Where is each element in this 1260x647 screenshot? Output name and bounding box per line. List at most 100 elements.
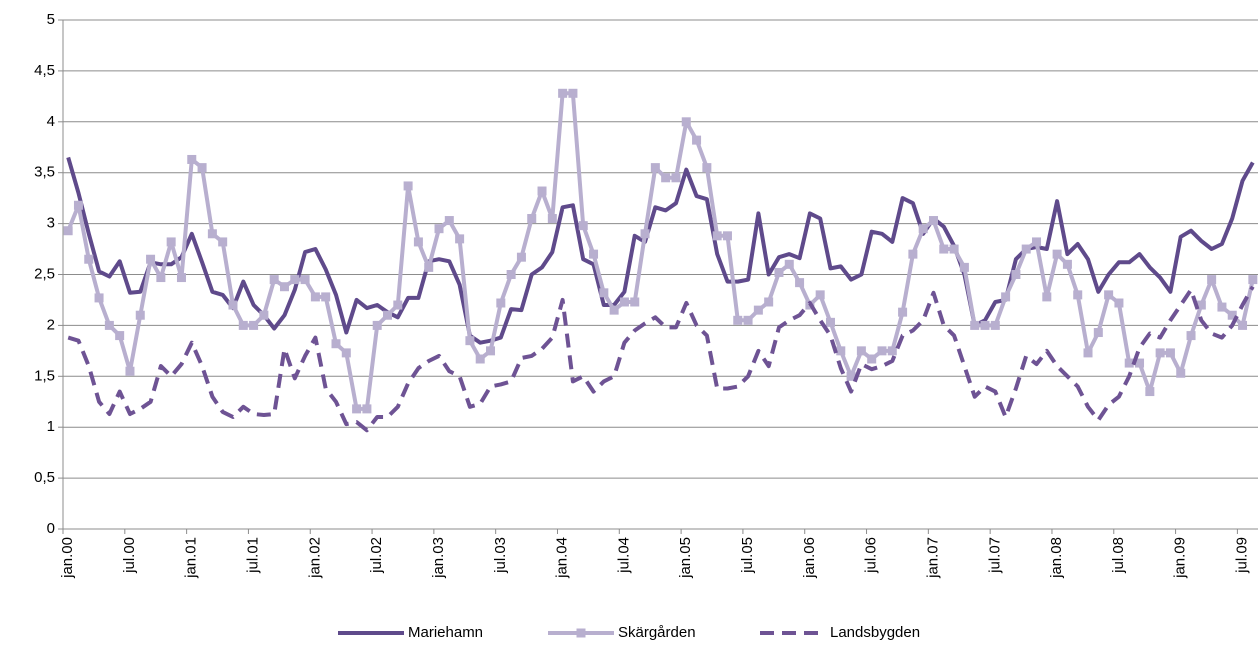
y-tick-label: 4,5: [34, 62, 55, 79]
y-tick-label: 2,5: [34, 265, 55, 282]
point-marker: [125, 366, 135, 376]
point-marker: [94, 293, 104, 303]
point-marker: [1124, 358, 1134, 368]
point-marker: [413, 237, 423, 247]
point-marker: [1093, 328, 1103, 338]
x-tick-label: jan.06: [801, 537, 818, 579]
point-marker: [846, 371, 856, 381]
x-tick-label: jul.07: [986, 537, 1003, 574]
point-marker: [1207, 275, 1217, 285]
point-marker: [795, 278, 805, 288]
point-marker: [589, 249, 599, 259]
point-marker: [73, 200, 83, 210]
point-marker: [928, 216, 938, 226]
point-marker: [104, 320, 114, 330]
x-tick-label: jan.08: [1048, 537, 1065, 579]
point-marker: [1176, 368, 1186, 378]
y-tick-label: 1: [47, 418, 55, 435]
x-tick-label: jul.06: [863, 537, 880, 574]
point-marker: [187, 154, 197, 164]
x-tick-label: jul.04: [615, 537, 632, 574]
x-tick-label: jan.05: [677, 537, 694, 579]
point-marker: [1114, 298, 1124, 308]
point-marker: [1042, 292, 1052, 302]
x-tick-label: jan.00: [59, 537, 76, 579]
point-marker: [197, 163, 207, 173]
y-tick-label: 5: [47, 11, 55, 28]
point-marker: [372, 320, 382, 330]
point-marker: [486, 346, 496, 356]
x-tick-label: jul.01: [245, 537, 262, 574]
y-tick-label: 2: [47, 316, 55, 333]
point-marker: [249, 320, 259, 330]
point-marker: [702, 163, 712, 173]
point-marker: [867, 354, 877, 364]
point-marker: [722, 231, 732, 241]
point-marker: [918, 224, 928, 234]
point-marker: [650, 163, 660, 173]
legend-label: Landsbygden: [830, 624, 920, 641]
point-marker: [1186, 331, 1196, 341]
point-marker: [898, 307, 908, 317]
point-marker: [1073, 290, 1083, 300]
point-marker: [444, 216, 454, 226]
point-marker: [1238, 320, 1248, 330]
y-tick-label: 0,5: [34, 469, 55, 486]
point-marker: [1052, 249, 1062, 259]
point-marker: [259, 310, 269, 320]
x-tick-label: jul.05: [739, 537, 756, 574]
point-marker: [1135, 358, 1145, 368]
point-marker: [269, 275, 279, 285]
point-marker: [619, 297, 629, 307]
point-marker: [1196, 300, 1206, 310]
point-marker: [1145, 387, 1155, 397]
point-marker: [661, 173, 671, 183]
point-marker: [228, 300, 238, 310]
point-marker: [939, 244, 949, 254]
x-tick-label: jan.02: [306, 537, 323, 579]
point-marker: [970, 320, 980, 330]
point-marker: [115, 331, 125, 341]
point-marker: [290, 275, 300, 285]
point-marker: [331, 339, 341, 349]
y-tick-label: 1,5: [34, 367, 55, 384]
point-marker: [475, 354, 485, 364]
point-marker: [640, 229, 650, 239]
y-tick-label: 3: [47, 215, 55, 232]
point-marker: [537, 186, 547, 196]
point-marker: [630, 297, 640, 307]
point-marker: [856, 346, 866, 356]
y-tick-label: 0: [47, 520, 55, 537]
x-tick-label: jan.01: [183, 537, 200, 579]
point-marker: [300, 275, 310, 285]
point-marker: [1248, 275, 1258, 285]
point-marker: [558, 88, 568, 98]
y-tick-label: 4: [47, 113, 55, 130]
point-marker: [1104, 290, 1114, 300]
legend-marker: [576, 628, 586, 638]
point-marker: [341, 348, 351, 358]
point-marker: [1083, 348, 1093, 358]
point-marker: [784, 259, 794, 269]
point-marker: [455, 234, 465, 244]
legend-label: Skärgården: [618, 624, 696, 641]
point-marker: [362, 404, 372, 414]
point-marker: [434, 224, 444, 234]
point-marker: [1011, 270, 1021, 279]
point-marker: [836, 346, 846, 356]
point-marker: [516, 252, 526, 262]
series-line: [67, 285, 1255, 433]
point-marker: [568, 88, 578, 98]
point-marker: [321, 292, 331, 302]
point-marker: [135, 310, 145, 320]
x-tick-label: jul.08: [1110, 537, 1127, 574]
x-tick-label: jan.07: [924, 537, 941, 579]
point-marker: [877, 346, 887, 356]
point-marker: [908, 249, 918, 259]
point-marker: [146, 254, 156, 264]
series-line: [66, 91, 1255, 411]
y-tick-label: 3,5: [34, 164, 55, 181]
point-marker: [764, 297, 774, 307]
point-marker: [465, 336, 475, 346]
